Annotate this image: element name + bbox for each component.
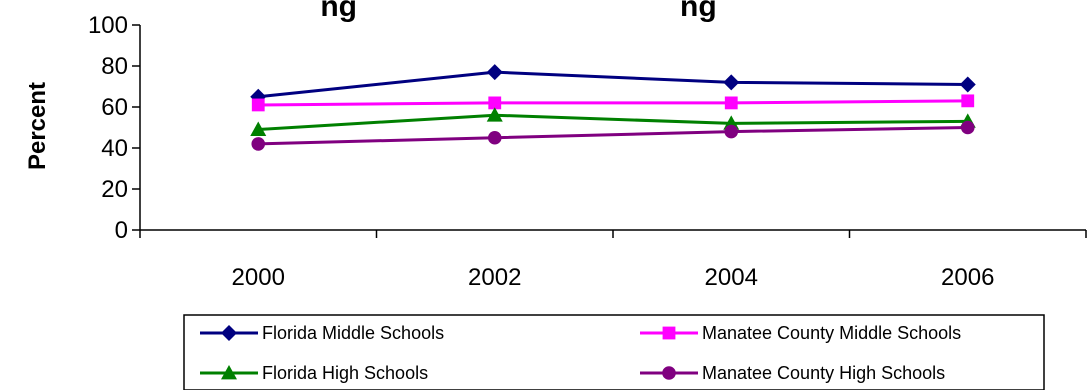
series-3 (251, 120, 975, 151)
y-tick-label: 20 (101, 176, 128, 203)
y-tick-label: 0 (115, 217, 128, 244)
y-tick-label: 80 (101, 53, 128, 80)
legend-marker (221, 365, 237, 380)
series-layer (250, 64, 976, 151)
y-tick-label: 60 (101, 94, 128, 121)
series-line (258, 126, 968, 146)
legend-label: Florida High Schools (262, 363, 428, 383)
series-line (258, 113, 968, 132)
legend-label: Manatee County Middle Schools (702, 323, 961, 343)
series-line (258, 99, 968, 107)
series-line (258, 70, 968, 99)
data-point (961, 94, 975, 108)
data-point (250, 121, 267, 136)
data-point (960, 120, 975, 135)
chart-title-left: ng (320, 0, 357, 23)
chart-title-right: ng (680, 0, 717, 23)
legend-label: Manatee County High Schools (702, 363, 945, 383)
data-point (251, 98, 265, 112)
legend-box (183, 314, 1045, 390)
legend-entry: Florida High Schools (200, 363, 428, 383)
data-point (487, 130, 502, 145)
y-tick-label: 100 (88, 12, 128, 39)
y-axis-label: Percent (24, 82, 51, 170)
x-tick-label: 2002 (468, 264, 521, 291)
legend-entry: Manatee County Middle Schools (640, 323, 961, 343)
data-point (488, 96, 502, 110)
legend-marker (662, 366, 676, 380)
data-point (724, 124, 739, 139)
data-point (723, 74, 740, 91)
series-2 (250, 107, 976, 136)
x-tick-label: 2004 (705, 264, 758, 291)
legend-entry: Florida Middle Schools (200, 323, 444, 343)
data-point (959, 76, 976, 93)
series-0 (250, 64, 976, 105)
data-point (486, 64, 503, 81)
x-tick-label: 2000 (232, 264, 285, 291)
legend: Florida Middle Schools Manatee County Mid… (200, 323, 961, 383)
legend-label: Florida Middle Schools (262, 323, 444, 343)
data-point (251, 137, 266, 151)
data-point (724, 96, 738, 110)
y-tick-label: 40 (101, 135, 128, 162)
axes: 0 20 40 60 80 100 2000 2002 2004 2006 (88, 12, 1087, 291)
legend-marker (221, 325, 237, 341)
legend-entry: Manatee County High Schools (640, 363, 945, 383)
legend-marker (662, 326, 676, 340)
data-point (486, 107, 503, 122)
x-tick-label: 2006 (941, 264, 994, 291)
series-1 (251, 94, 975, 112)
